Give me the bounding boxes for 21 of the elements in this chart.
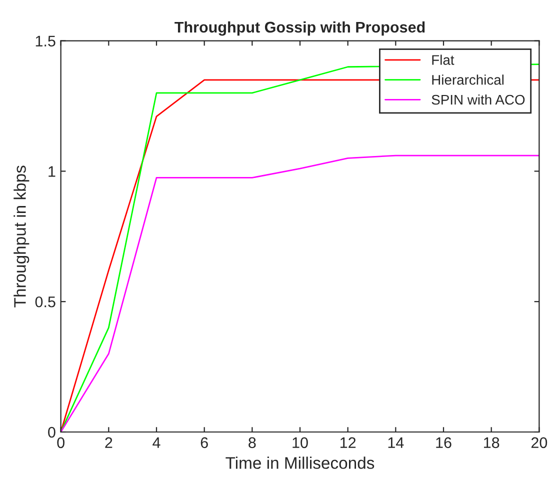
legend-label: Hierarchical	[432, 74, 504, 85]
x-tick-label: 0	[57, 437, 64, 448]
legend-label: Flat	[432, 54, 454, 65]
x-tick-label: 14	[388, 437, 404, 448]
x-tick-label: 20	[531, 437, 548, 448]
x-tick-label: 8	[248, 437, 256, 448]
x-tick-label: 18	[484, 437, 500, 448]
chart-title: Throughput Gossip with Proposed	[174, 21, 425, 36]
y-tick-label: 0	[48, 426, 56, 438]
x-axis-title: Time in Milliseconds	[226, 456, 374, 469]
x-tick-label: 10	[292, 437, 308, 448]
x-tick-label: 12	[340, 437, 356, 448]
x-tick-label: 2	[105, 437, 112, 448]
y-tick-label: 0.5	[35, 296, 56, 308]
x-tick-label: 4	[152, 437, 160, 448]
y-tick-label: 1	[48, 166, 56, 177]
legend-label: SPIN with ACO	[432, 94, 525, 105]
x-tick-label: 16	[436, 437, 452, 448]
x-tick-label: 6	[200, 437, 208, 448]
y-axis-title: Throughput in kbps	[14, 166, 30, 308]
y-tick-label: 1.5	[36, 36, 56, 46]
